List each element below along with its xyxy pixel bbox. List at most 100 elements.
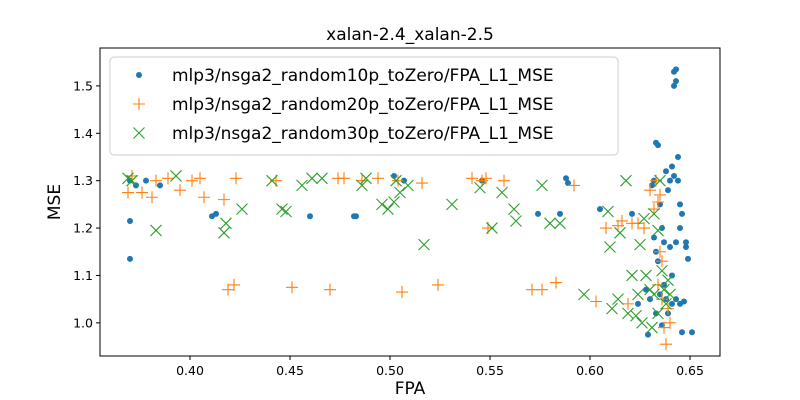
data-point [656, 255, 668, 268]
data-point [316, 172, 328, 185]
data-point [675, 153, 681, 160]
x-tick-label: 0.65 [676, 363, 704, 378]
data-point [669, 163, 675, 170]
data-point [578, 288, 590, 301]
data-point [198, 191, 210, 204]
data-point [614, 226, 626, 239]
data-point [652, 196, 664, 208]
data-point [376, 198, 388, 211]
y-tick-label: 1.1 [73, 268, 93, 283]
data-point [655, 142, 661, 149]
data-point [557, 210, 563, 217]
data-point [622, 307, 634, 320]
data-point [496, 186, 508, 199]
data-point [632, 288, 644, 301]
data-point [660, 338, 672, 351]
y-tick-label: 1.2 [73, 221, 93, 236]
data-point [126, 174, 138, 187]
data-point [554, 217, 566, 230]
y-axis-ticks: 1.0 1.1 1.2 1.3 1.4 1.5 [73, 78, 100, 330]
data-point [136, 186, 148, 199]
data-point [213, 210, 219, 217]
data-point [143, 177, 149, 184]
data-point [664, 288, 676, 301]
y-tick-label: 1.5 [73, 78, 93, 93]
data-point [645, 331, 651, 338]
data-point [222, 283, 234, 296]
data-point [402, 179, 414, 192]
data-point [600, 222, 612, 235]
data-point [652, 307, 664, 320]
data-point [658, 283, 670, 296]
data-point [679, 329, 685, 336]
data-point [602, 205, 614, 218]
data-point [626, 269, 638, 282]
data-point [675, 177, 681, 184]
data-point [669, 300, 675, 307]
data-point [565, 180, 571, 187]
data-point [432, 278, 444, 291]
data-point [486, 222, 498, 234]
legend-label: mlp3/nsga2_random10p_toZero/FPA_L1_MSE [172, 66, 554, 86]
data-point [651, 234, 657, 241]
data-point [604, 241, 616, 253]
data-point [597, 206, 603, 213]
data-point [480, 172, 492, 185]
x-tick-label: 0.45 [276, 363, 304, 378]
data-point [390, 174, 402, 187]
legend-marker [136, 72, 142, 78]
plot-marks [122, 66, 695, 351]
data-point [356, 179, 368, 192]
y-axis-label: MSE [45, 184, 65, 220]
data-point [360, 172, 372, 185]
data-point [648, 207, 660, 220]
chart-title: xalan-2.4_xalan-2.5 [326, 25, 494, 45]
data-point [635, 300, 641, 307]
data-point [677, 201, 683, 208]
data-point [353, 213, 359, 220]
legend-entry-1: mlp3/nsga2_random10p_toZero/FPA_L1_MSE [136, 66, 554, 86]
x-tick-label: 0.55 [476, 363, 504, 378]
legend-label: mlp3/nsga2_random20p_toZero/FPA_L1_MSE [172, 95, 554, 115]
data-point [644, 184, 656, 197]
data-point [324, 283, 336, 296]
data-point [550, 276, 562, 289]
data-point [174, 184, 186, 197]
data-point [638, 212, 650, 225]
data-point [673, 239, 679, 246]
x-tick-label: 0.60 [576, 363, 604, 378]
data-point [659, 225, 665, 232]
data-point [683, 239, 689, 246]
data-point [127, 255, 133, 262]
data-point [590, 295, 602, 308]
x-tick-label: 0.50 [376, 363, 404, 378]
data-point [654, 188, 666, 201]
data-point [220, 217, 232, 230]
data-point [638, 222, 650, 235]
data-point [186, 174, 198, 187]
data-point [162, 172, 174, 185]
data-point [653, 310, 659, 317]
data-point [157, 182, 163, 189]
data-point [307, 213, 313, 220]
data-point [654, 174, 666, 187]
legend: mlp3/nsga2_random10p_toZero/FPA_L1_MSEml… [109, 56, 619, 156]
data-point [392, 174, 404, 187]
data-point [636, 316, 648, 329]
data-point [280, 205, 292, 218]
data-point [673, 78, 679, 85]
data-point [606, 302, 618, 315]
data-point [276, 203, 288, 215]
data-point [685, 255, 691, 262]
data-point [535, 210, 541, 217]
data-point [194, 172, 206, 185]
data-point [394, 186, 406, 199]
data-point [612, 293, 624, 306]
x-axis-ticks: 0.40 0.45 0.50 0.55 0.60 0.65 [176, 356, 704, 378]
data-point [667, 177, 673, 184]
data-point [536, 179, 548, 192]
data-point [127, 217, 133, 224]
y-tick-label: 1.4 [73, 126, 93, 141]
data-point [218, 193, 230, 206]
data-point [218, 226, 230, 239]
